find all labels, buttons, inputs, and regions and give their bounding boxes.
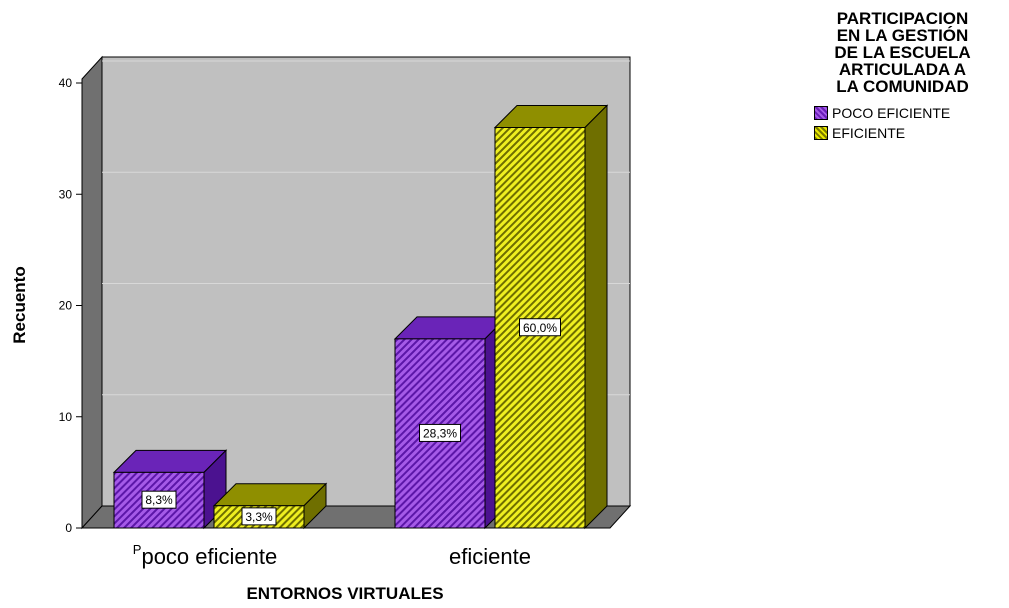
- y-tick-label: 0: [65, 521, 72, 535]
- y-axis-title: Recuento: [10, 266, 29, 343]
- y-tick-label: 20: [59, 299, 73, 313]
- data-label: 28,3%: [423, 426, 457, 440]
- data-label: 60,0%: [523, 321, 557, 335]
- x-category-label: eficiente: [449, 544, 531, 569]
- x-category-label: Ppoco eficiente: [133, 542, 277, 569]
- data-label: 3,3%: [245, 510, 273, 524]
- legend-title-line: EN LA GESTIÓN: [836, 26, 969, 45]
- x-category-text: poco eficiente: [141, 544, 277, 569]
- y-tick-label: 40: [59, 76, 73, 90]
- plot-left-wall: [81, 55, 103, 530]
- legend-title-line: ARTICULADA A: [838, 60, 967, 79]
- data-label-box: [419, 423, 461, 442]
- legend: PARTICIPACION EN LA GESTIÓN DE LA ESCUELA A…: [800, 10, 1005, 143]
- x-axis-title: ENTORNOS VIRTUALES: [246, 584, 443, 603]
- legend-title: PARTICIPACION EN LA GESTIÓN DE LA ESCUELA A…: [800, 10, 1005, 95]
- data-label-box: [241, 507, 277, 526]
- x-category-prefix: P: [133, 542, 142, 557]
- legend-label: EFICIENTE: [832, 125, 906, 141]
- data-label-box: [519, 318, 561, 337]
- bar-chart: 0 10 20 30 40 8,3% 3,3% 28,3% 60,0% Ppoco efici…: [10, 55, 632, 603]
- y-axis-ticks: 0 10 20 30 40: [59, 76, 82, 535]
- bar-side: [584, 104, 608, 530]
- legend-title-line: DE LA ESCUELA: [834, 43, 971, 62]
- legend-item-poco-eficiente: POCO EFICIENTE: [814, 103, 1005, 123]
- bar-poco-eficiente-1: 28,3%: [393, 315, 509, 530]
- bar-poco-eficiente-0: 8,3%: [112, 449, 228, 530]
- legend-title-line: PARTICIPACION: [836, 9, 969, 28]
- legend-label: POCO EFICIENTE: [832, 105, 951, 121]
- legend-swatch-yellow: [814, 126, 828, 140]
- bars: 8,3% 3,3% 28,3% 60,0%: [112, 104, 609, 530]
- x-axis-categories: Ppoco eficiente eficiente: [133, 542, 531, 569]
- bar-eficiente-0: 3,3%: [212, 482, 328, 530]
- legend-item-eficiente: EFICIENTE: [814, 123, 1005, 143]
- bar-eficiente-1: 60,0%: [493, 104, 609, 530]
- data-label-box: [141, 490, 177, 509]
- legend-title-line: LA COMUNIDAD: [836, 77, 969, 96]
- y-tick-label: 10: [59, 410, 73, 424]
- data-label: 8,3%: [145, 493, 173, 507]
- legend-swatch-purple: [814, 106, 828, 120]
- y-tick-label: 30: [59, 187, 73, 201]
